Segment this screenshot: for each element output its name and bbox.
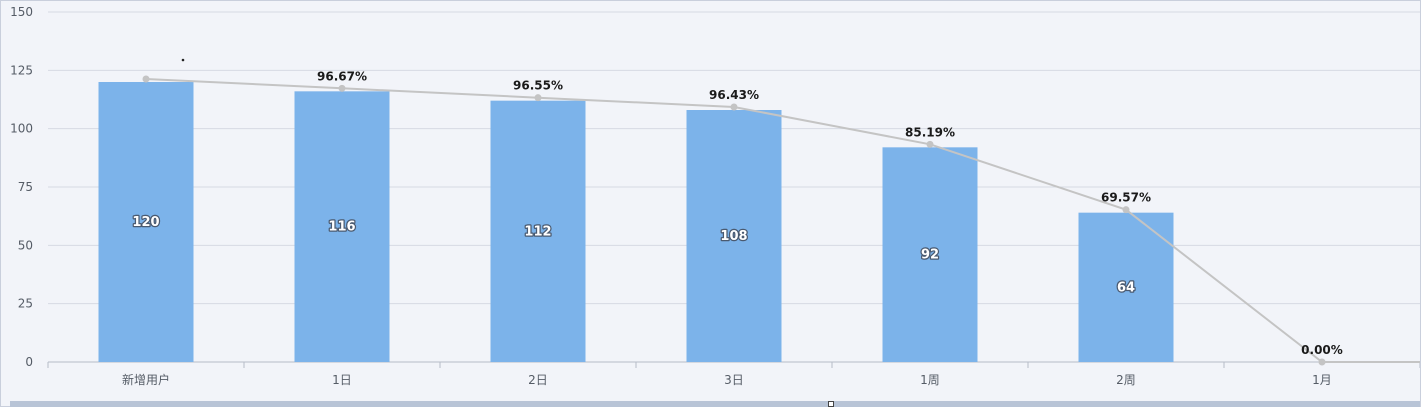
bar-value-label: 120 [132,215,159,230]
x-tick-label: 3日 [724,373,744,387]
y-tick-label-100: 100 [10,122,33,136]
bar[interactable] [686,110,782,362]
y-tick-label-150: 150 [10,5,33,19]
line-point[interactable] [338,84,346,92]
x-tick-label: 1周 [920,373,940,387]
retention-label: 96.43% [709,88,759,102]
retention-label: 96.67% [317,69,367,83]
line-point[interactable] [1318,358,1326,366]
data-labels: 120 116 112 108 92 64 96.67% 96.55% 96.43% 85.19%… [131,58,1343,357]
bar[interactable] [294,91,390,362]
bar[interactable] [1078,212,1174,362]
y-tick-label-25: 25 [18,297,33,311]
line-point[interactable] [534,94,542,102]
x-tick-label: 2日 [528,373,548,387]
line-point[interactable] [730,103,738,111]
resize-handle[interactable] [828,401,834,407]
y-tick-label-125: 125 [10,63,33,77]
retention-label: 96.55% [513,79,563,93]
bar-value-label: 116 [328,220,355,235]
x-axis: 新增用户 1日 2日 3日 1周 2周 1月 [47,361,1420,387]
retention-label: 69.57% [1101,191,1151,205]
x-tick-label: 新增用户 [122,372,170,387]
y-tick-label-75: 75 [18,180,33,194]
marker-dot [181,58,185,62]
bar-value-label: 92 [921,248,939,263]
bar-value-label: 64 [1117,280,1135,295]
y-tick-label-50: 50 [18,238,33,252]
y-tick-label-0: 0 [25,355,33,369]
x-tick-label: 1月 [1312,373,1332,387]
horizontal-scrollbar[interactable] [10,401,1420,407]
retention-label: 0.00% [1301,343,1343,357]
retention-label: 85.19% [905,125,955,139]
bar[interactable] [490,100,586,363]
bar[interactable] [882,147,978,362]
retention-line-series [142,75,1420,366]
x-tick-label: 1日 [332,373,352,387]
y-axis: 0 25 50 75 100 125 150 [10,5,33,369]
bar-value-label: 108 [720,229,747,244]
line-point[interactable] [142,75,150,83]
line-point[interactable] [926,140,934,148]
line-point[interactable] [1122,206,1130,214]
x-tick-label: 2周 [1116,373,1136,387]
bar-series [98,82,1174,363]
bar[interactable] [98,82,194,362]
bar-value-label: 112 [524,224,551,239]
